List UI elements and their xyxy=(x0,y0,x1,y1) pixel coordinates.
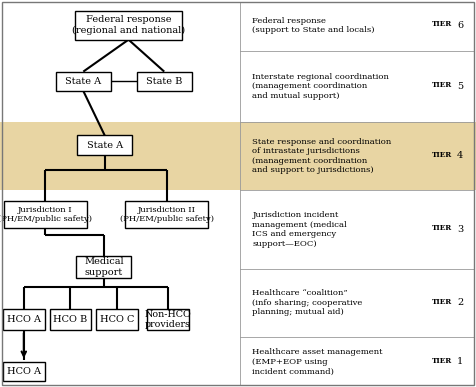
Bar xyxy=(125,201,208,228)
Text: State response and coordination
of intrastate jurisdictions
(management coordina: State response and coordination of intra… xyxy=(252,137,392,174)
Bar xyxy=(240,51,476,122)
Bar xyxy=(76,256,131,278)
Text: HCO B: HCO B xyxy=(53,315,88,324)
Text: State A: State A xyxy=(87,140,123,150)
Bar xyxy=(0,122,476,190)
Text: State B: State B xyxy=(146,77,182,86)
Text: Federal response
(support to State and locals): Federal response (support to State and l… xyxy=(252,17,375,34)
Text: TIER: TIER xyxy=(432,81,452,89)
Bar xyxy=(50,309,91,330)
Bar xyxy=(75,10,182,39)
Text: 1: 1 xyxy=(457,357,463,366)
Text: Non-HCO
providers: Non-HCO providers xyxy=(145,310,191,329)
Text: 3: 3 xyxy=(457,225,463,234)
Text: TIER: TIER xyxy=(432,357,452,365)
Text: TIER: TIER xyxy=(432,21,452,28)
Text: 5: 5 xyxy=(457,82,463,91)
Text: TIER: TIER xyxy=(432,224,452,232)
Text: 4: 4 xyxy=(457,151,463,160)
Text: 2: 2 xyxy=(457,298,463,307)
Text: HCO A: HCO A xyxy=(7,315,41,324)
Bar xyxy=(3,309,45,330)
Text: Interstate regional coordination
(management coordination
and mutual support): Interstate regional coordination (manage… xyxy=(252,73,389,100)
Text: HCO C: HCO C xyxy=(100,315,134,324)
Bar xyxy=(240,337,476,387)
Text: Jurisdiction II
(PH/EM/public safety): Jurisdiction II (PH/EM/public safety) xyxy=(119,206,214,223)
Text: TIER: TIER xyxy=(432,298,452,306)
Text: Healthcare asset management
(EMP+EOP using
incident command): Healthcare asset management (EMP+EOP usi… xyxy=(252,348,383,375)
Text: 6: 6 xyxy=(457,21,463,30)
Bar xyxy=(147,309,189,330)
Text: HCO A: HCO A xyxy=(7,367,41,376)
Text: Healthcare “coalition”
(info sharing; cooperative
planning; mutual aid): Healthcare “coalition” (info sharing; co… xyxy=(252,289,363,316)
Text: Jurisdiction I
(PH/EM/public safety): Jurisdiction I (PH/EM/public safety) xyxy=(0,206,92,223)
Text: Federal response
(regional and national): Federal response (regional and national) xyxy=(72,15,185,35)
Bar xyxy=(137,72,191,91)
Bar xyxy=(56,72,110,91)
Text: TIER: TIER xyxy=(432,151,452,159)
Bar xyxy=(240,190,476,269)
Bar xyxy=(77,135,132,155)
Bar xyxy=(3,362,45,381)
Bar xyxy=(96,309,138,330)
Bar xyxy=(4,201,87,228)
Bar xyxy=(240,0,476,51)
Text: Medical
support: Medical support xyxy=(84,257,124,277)
Text: Jurisdiction incident
management (medical
ICS and emergency
support—EOC): Jurisdiction incident management (medica… xyxy=(252,211,347,248)
Text: State A: State A xyxy=(65,77,101,86)
Bar xyxy=(240,269,476,337)
